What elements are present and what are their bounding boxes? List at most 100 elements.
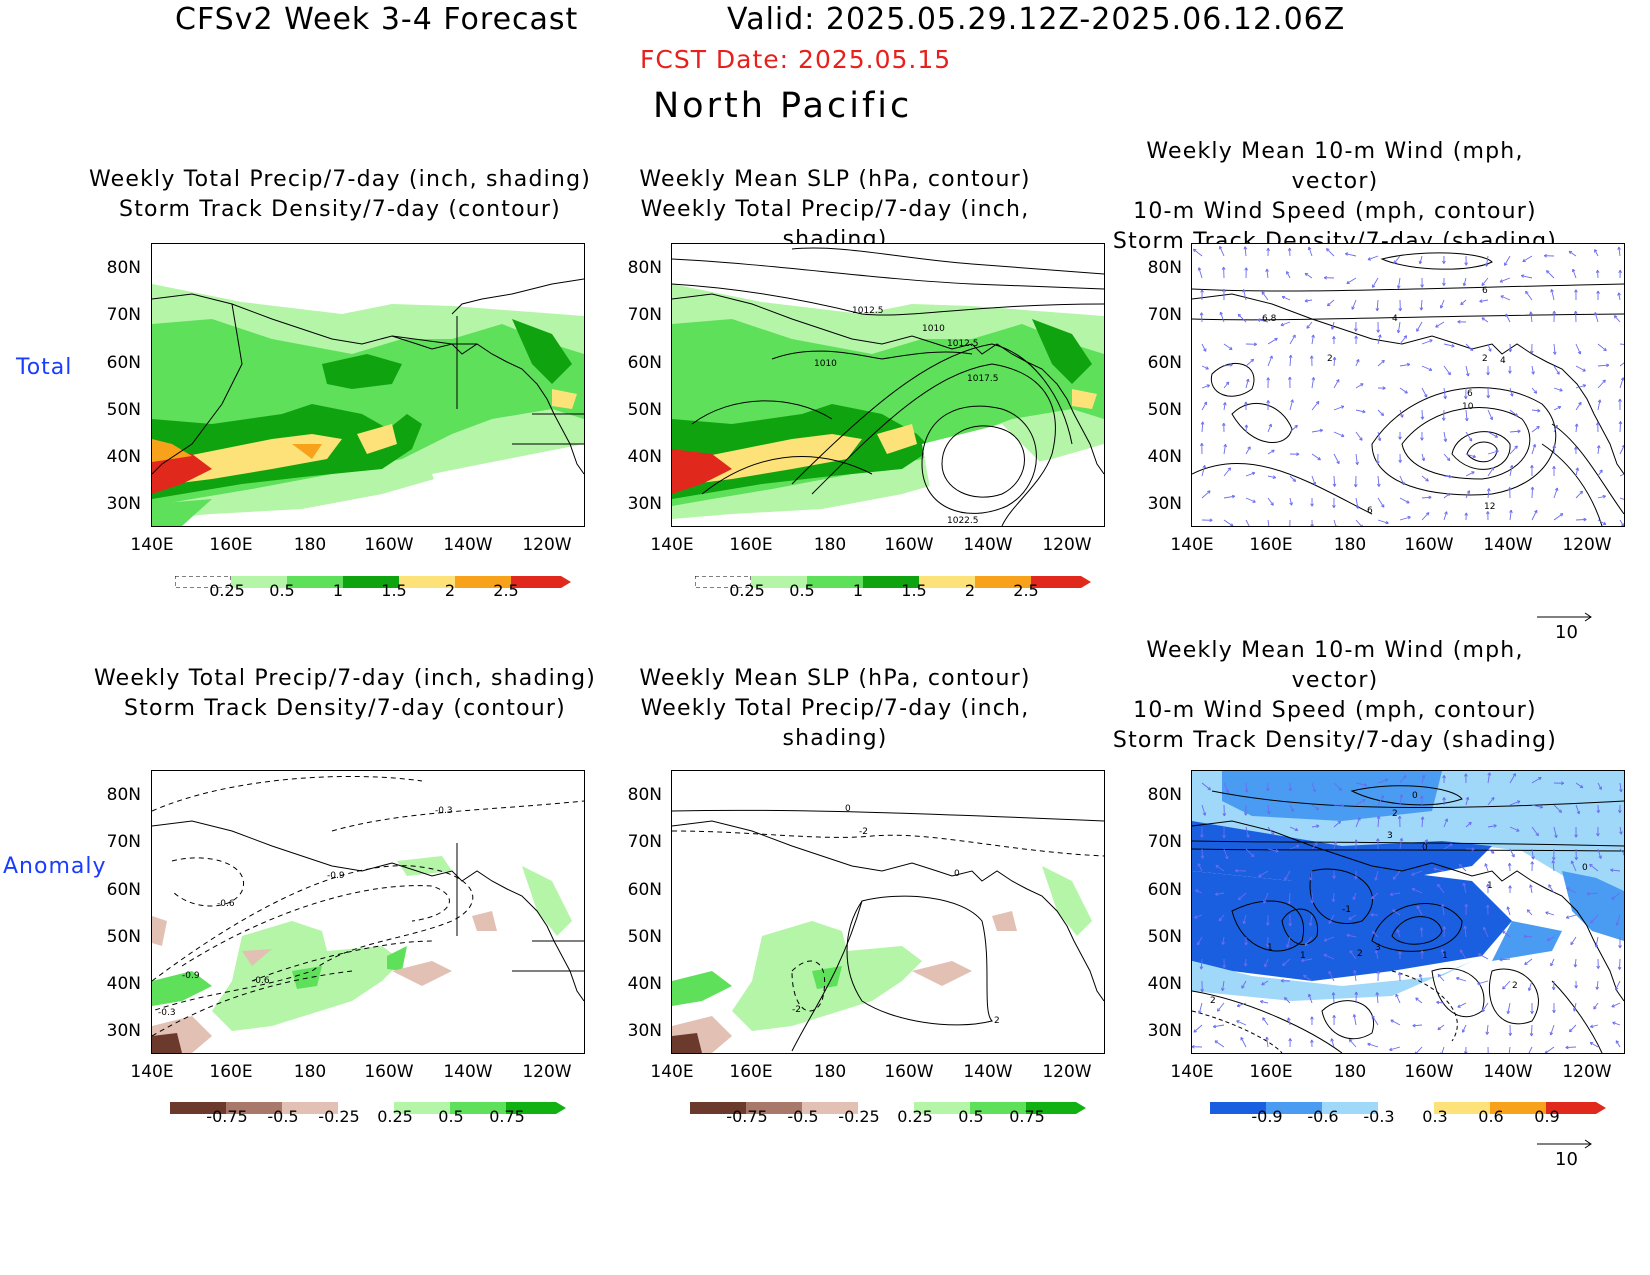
wind-vector: [1499, 957, 1511, 962]
wind-vector: [1289, 826, 1299, 832]
wind-vector: [1525, 290, 1533, 301]
wind-vector: [1389, 892, 1401, 897]
colorbar-label: 0.9: [1534, 1107, 1560, 1126]
wind-vector: [1355, 359, 1360, 367]
wind-vector: [1416, 905, 1423, 916]
wind-vector: [1288, 782, 1293, 792]
colorbar-swatch: [1210, 1102, 1266, 1114]
wind-vector: [1371, 892, 1379, 900]
panel-title-anom-wind: Weekly Mean 10-m Wind (mph, vector) 10-m…: [1100, 636, 1570, 756]
contour-label: -0.6: [217, 899, 235, 909]
wind-vector: [1311, 400, 1320, 411]
wind-vector: [1421, 512, 1430, 521]
wind-vector: [1595, 269, 1600, 279]
lon-label: 140W: [963, 1062, 1013, 1082]
lon-label: 180: [1333, 1062, 1367, 1082]
title-line: Storm Track Density/7-day (shading): [1112, 728, 1558, 753]
reference-arrow-icon: [1537, 1139, 1592, 1149]
wind-vector: [1245, 848, 1255, 858]
colorbar-swatch: [694, 575, 752, 589]
wind-vector: [1332, 1014, 1336, 1026]
wind-vector: [1443, 343, 1455, 348]
lon-label: 120W: [1042, 535, 1092, 555]
wind-vector: [1594, 312, 1599, 323]
wind-vector: [1310, 892, 1315, 904]
wind-vector: [1530, 861, 1535, 872]
wind-vector: [1565, 914, 1577, 919]
wind-vector: [1201, 465, 1206, 477]
wind-vector: [1399, 794, 1404, 806]
wind-vector: [1289, 475, 1297, 482]
wind-vector: [1237, 892, 1247, 901]
lat-label: 80N: [627, 258, 662, 278]
wind-vector: [1244, 267, 1249, 279]
wind-vector: [1244, 782, 1249, 793]
wind-vector: [1221, 936, 1225, 945]
wind-vector: [1590, 1024, 1599, 1029]
wind-vector: [1333, 841, 1338, 850]
wind-vector: [1219, 311, 1225, 323]
wind-vector: [1412, 1023, 1423, 1028]
wind-vector: [1551, 860, 1556, 872]
wind-vector: [1527, 980, 1533, 992]
wind-vector: [1399, 837, 1404, 850]
wind-vector: [1311, 782, 1317, 793]
wind-vector: [1377, 519, 1389, 525]
panel-title-total-precip: Weekly Total Precip/7-day (inch, shading…: [60, 165, 620, 225]
colorbar-swatch: [343, 576, 399, 588]
lat-label: 60N: [106, 353, 141, 373]
wind-vector: [1463, 925, 1467, 938]
lat-label: 50N: [1147, 927, 1182, 947]
vector-reference-label: 10: [1555, 622, 1578, 643]
wind-vector: [1461, 1024, 1467, 1033]
wind-vector: [1486, 365, 1490, 376]
contour-label: -2: [792, 1005, 801, 1015]
wind-vector: [1443, 492, 1451, 499]
wind-vector: [1355, 453, 1359, 466]
wind-vector: [1457, 320, 1467, 324]
wind-vector: [1420, 409, 1425, 420]
wind-vector: [1597, 399, 1602, 411]
wind-vector: [1439, 299, 1445, 309]
wind-vector: [1487, 343, 1492, 352]
wind-vector: [1332, 497, 1336, 509]
wind-vector: [1311, 842, 1318, 850]
wind-vector: [1482, 926, 1489, 938]
lat-label: 80N: [627, 785, 662, 805]
wind-vector: [1487, 466, 1495, 477]
wind-vector: [1487, 797, 1495, 806]
vector-reference-anom: 10: [1535, 1135, 1595, 1170]
colorbar-label: 2.5: [1013, 581, 1039, 600]
wind-vector: [1617, 958, 1622, 970]
contour-label: 2: [1392, 809, 1398, 819]
title-line: Weekly Mean SLP (hPa, contour): [639, 666, 1031, 691]
wind-vector: [1596, 804, 1601, 814]
wind-vector: [1399, 515, 1411, 521]
wind-vector: [1200, 826, 1204, 838]
wind-vector: [1399, 387, 1408, 394]
wind-anomaly-vectors: [1192, 772, 1624, 1053]
wind-vector: [1546, 270, 1555, 279]
wind-vector: [1552, 343, 1557, 355]
wind-vector: [1507, 862, 1512, 872]
wind-vector: [1442, 277, 1446, 286]
wind-vector: [1465, 431, 1473, 442]
wind-vector: [1418, 973, 1423, 982]
wind-vector: [1306, 321, 1313, 329]
wind-vector: [1199, 958, 1204, 970]
wind-vector: [1333, 453, 1340, 465]
title-line: Weekly Mean SLP (hPa, contour): [639, 167, 1031, 192]
wind-vector: [1201, 490, 1211, 499]
contour-label: 2: [1327, 354, 1333, 364]
wind-vector: [1333, 405, 1345, 411]
wind-vector: [1486, 387, 1491, 399]
map-total-slp: 1012.5 1010 1012.5 1010 1017.5 1022.5: [671, 243, 1105, 527]
wind-vector: [1586, 891, 1599, 896]
wind-vector: [1348, 1038, 1357, 1048]
wind-vector: [1597, 519, 1607, 525]
wind-vector: [1216, 1002, 1225, 1012]
wind-vector: [1508, 365, 1512, 374]
precip-anomaly-shading: [152, 856, 572, 1053]
contour-label: 0: [954, 869, 960, 879]
wind-vector: [1377, 409, 1385, 416]
